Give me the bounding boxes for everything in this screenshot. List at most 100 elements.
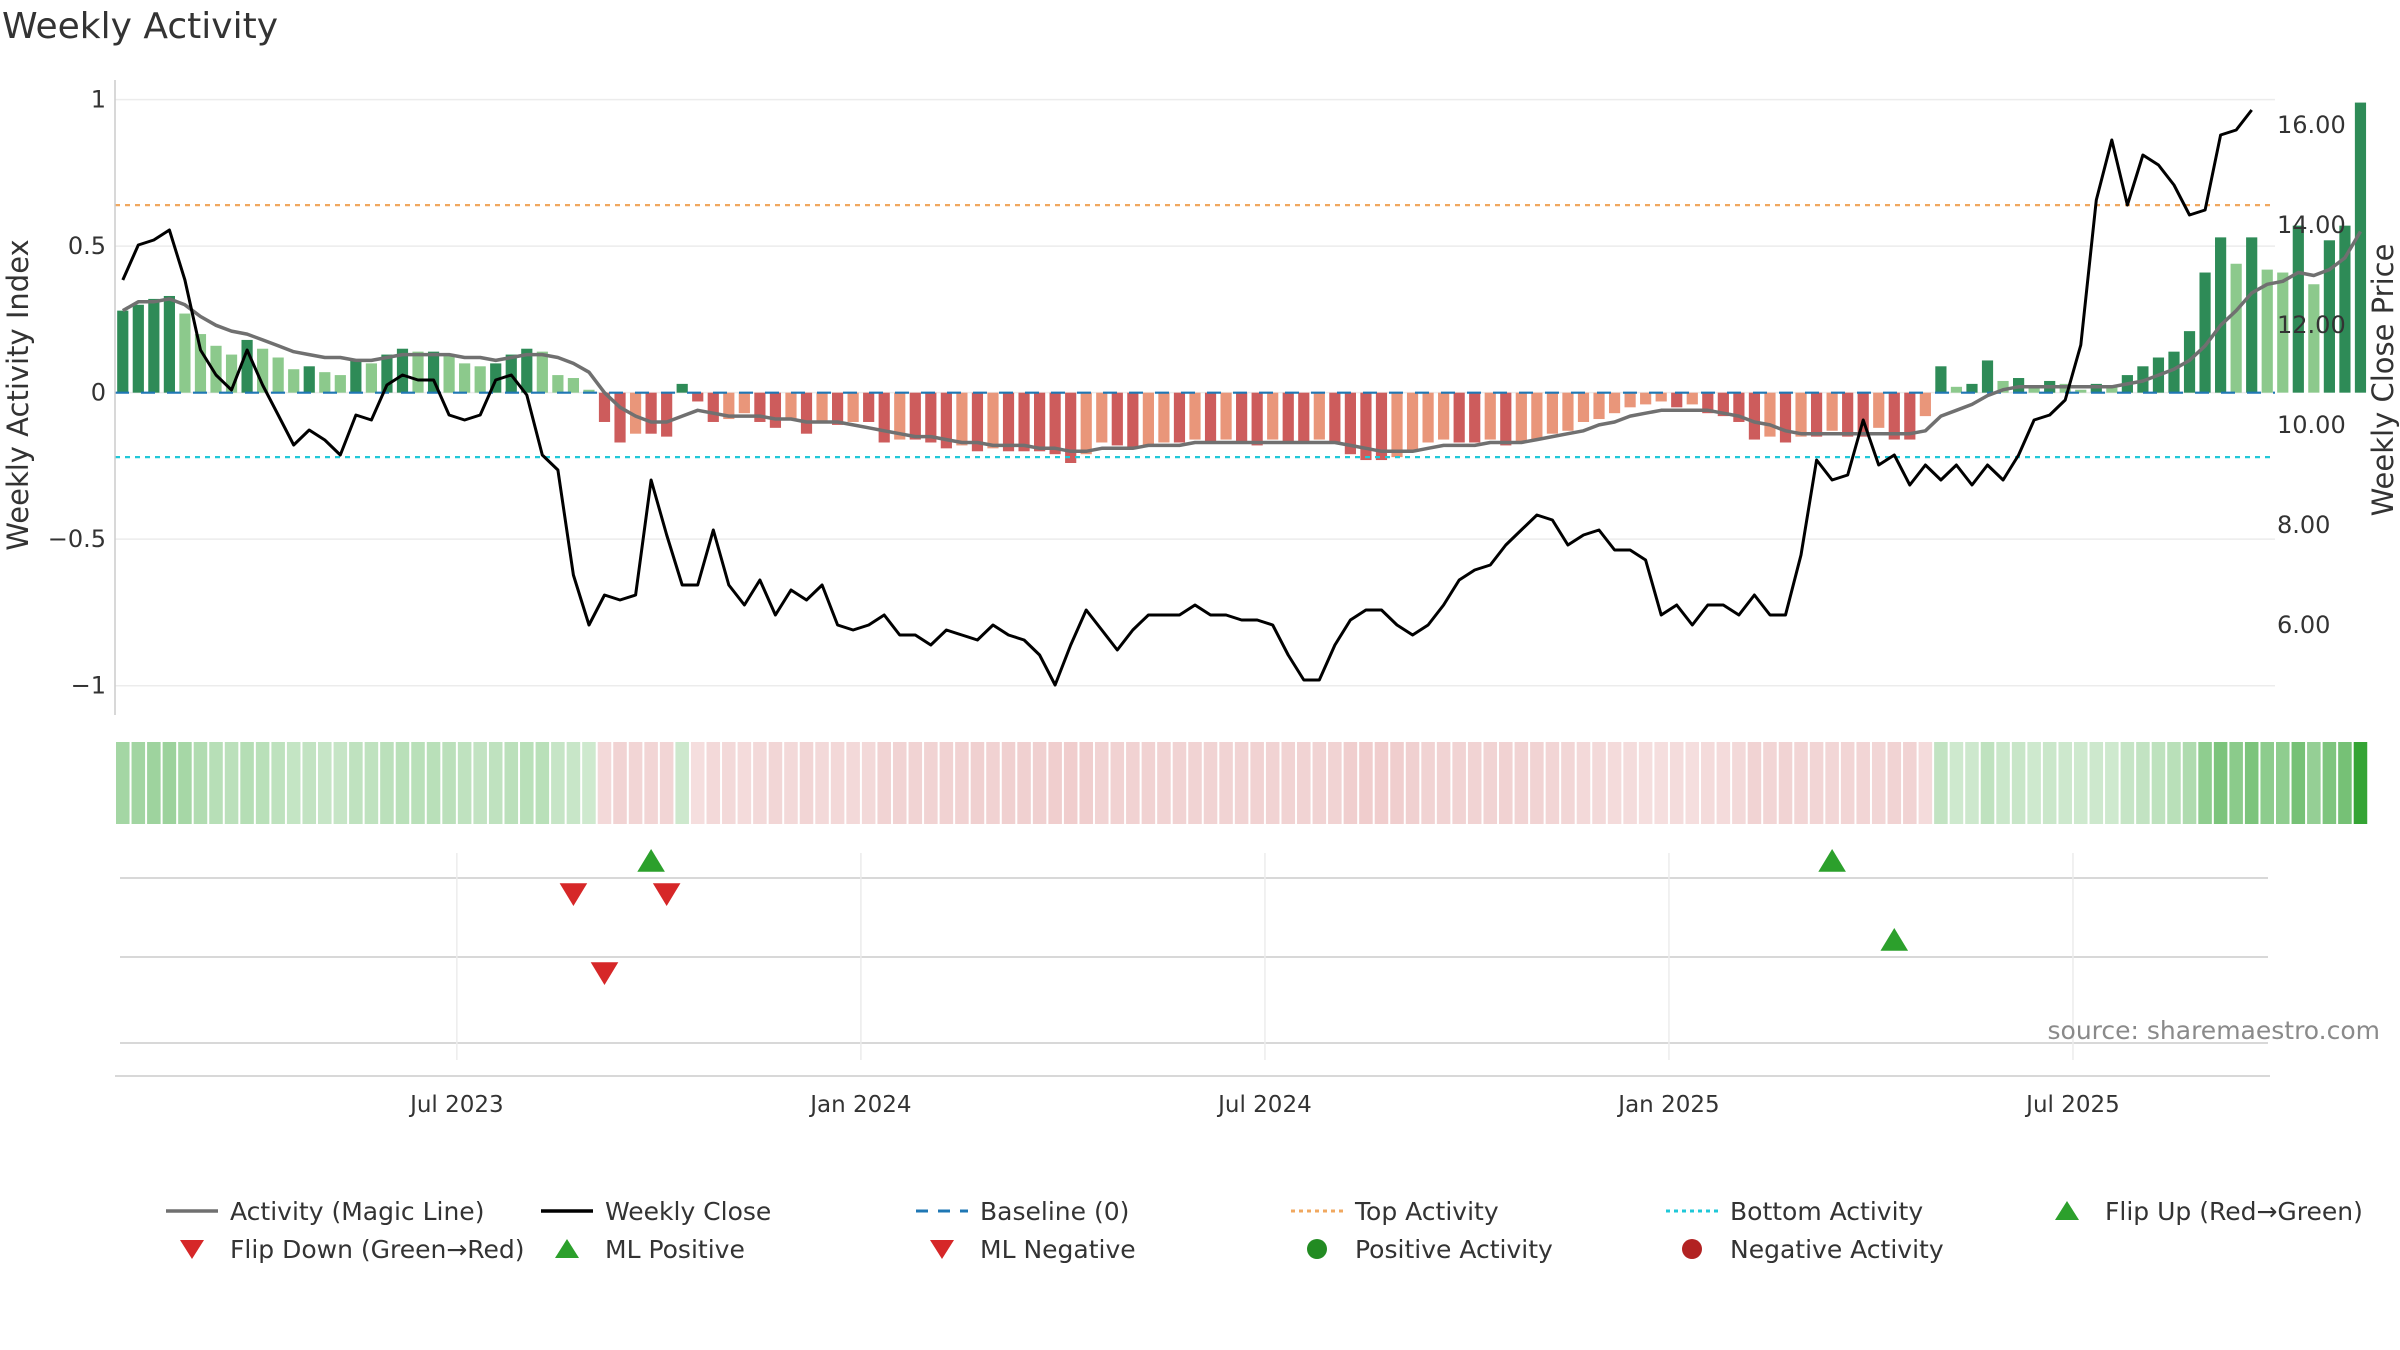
heat-strip-cell [1592,742,1606,824]
heat-strip-cell [473,742,487,824]
heat-strip-cell [2198,742,2212,824]
activity-bar [1671,392,1683,408]
activity-bar [2199,272,2211,393]
activity-bar [1034,392,1046,452]
activity-bar [241,339,253,393]
activity-bar [1857,392,1869,437]
activity-bar [878,392,890,443]
activity-bar [334,375,346,393]
activity-bar [1997,380,2009,393]
heat-strip-cell [1903,742,1917,824]
activity-bar [1453,392,1465,443]
activity-bar [1375,392,1388,461]
left-tick-label: −1 [71,672,106,700]
activity-bar [1158,392,1170,443]
legend-swatch-icon [180,1240,204,1259]
activity-bar [1531,392,1543,440]
heat-strip-cell [1545,742,1560,824]
heat-strip-cell [209,742,223,824]
activity-bar [1950,386,1963,393]
activity-bar [2354,102,2367,393]
activity-bar [1702,392,1714,414]
heat-strip-cell [2353,742,2368,824]
activity-bar [707,392,719,422]
activity-bar [1204,392,1217,443]
heat-strip-cell [1126,742,1140,824]
heat-strip-cell [768,742,783,824]
activity-bar [1484,392,1496,440]
legend-label: Top Activity [1355,1196,1499,1226]
activity-bar [412,351,424,393]
activity-bar [1065,392,1077,463]
activity-bar [925,392,937,443]
heat-strip-cell [1328,742,1342,824]
heat-strip-cell [2213,742,2228,824]
heat-strip-cell [442,742,456,824]
activity-bar [1298,392,1310,443]
legend-item: Activity (Magic Line) [160,1196,484,1226]
activity-bar [1096,392,1108,443]
heat-strip-cell [411,742,425,824]
activity-bar [1655,392,1667,402]
heat-strip-cell [457,742,472,824]
heat-strip-cell [1234,742,1249,824]
heat-strip-cell [659,742,674,824]
heat-strip-cell [2182,742,2197,824]
activity-bar [2168,351,2180,393]
heat-strip-cell [1949,742,1964,824]
heat-strip-cell [2307,742,2321,824]
activity-bar [1779,392,1792,443]
legend-item: Positive Activity [1285,1234,1553,1264]
heat-strip-cell [628,742,643,824]
legend-item: ML Positive [535,1234,745,1264]
heat-strip-cell [2042,742,2057,824]
activity-bar [2277,272,2289,393]
activity-bar [350,360,362,393]
heat-strip-cell [566,742,581,824]
heat-strip-cell [1809,742,1824,824]
heat-strip-cell [2089,742,2104,824]
activity-bar [1795,392,1807,437]
activity-bar [2028,386,2040,393]
heat-strip-cell [271,742,285,824]
heat-strip-cell [2027,742,2041,824]
flip-up-marker [1818,849,1846,872]
heat-strip-cell [520,742,534,824]
heat-strip-cell [2073,742,2088,824]
flip-up-marker [637,849,665,872]
heat-strip-cell [395,742,410,824]
heat-strip-cell [1452,742,1466,824]
heat-strip-cell [1654,742,1668,824]
activity-bar [1236,392,1248,443]
heat-strip-cell [178,742,192,824]
heat-strip-cell [286,742,301,824]
legend-label: Activity (Magic Line) [230,1196,485,1226]
activity-bar [1002,392,1015,452]
right-tick-label: 8.00 [2277,511,2330,539]
x-tick-label: Jul 2025 [2024,1092,2120,1118]
activity-bar [738,392,750,414]
left-tick-label: −0.5 [48,525,106,553]
heat-strip-cell [2136,742,2150,824]
legend-label: Weekly Close [605,1196,772,1226]
heat-strip-cell [861,742,876,824]
heat-strip-cell [2105,742,2119,824]
heat-strip-cell [1561,742,1575,824]
activity-bar [661,392,673,437]
activity-bar [971,392,984,452]
activity-bar [2292,225,2304,393]
flip-down-marker [590,962,619,985]
heat-strip-cell [706,742,721,824]
activity-bar [2308,284,2320,393]
heat-strip-cell [1359,742,1373,824]
activity-bar [396,348,409,393]
heat-strip-cell [753,742,767,824]
heat-strip-cell [193,742,208,824]
heat-strip-cell [2276,742,2290,824]
activity-bar [769,392,782,428]
heat-strip-cell [380,742,394,824]
activity-bar [490,363,502,393]
right-tick-label: 12.00 [2277,311,2346,339]
right-tick-label: 6.00 [2277,611,2330,639]
heat-strip-cell [1840,742,1855,824]
